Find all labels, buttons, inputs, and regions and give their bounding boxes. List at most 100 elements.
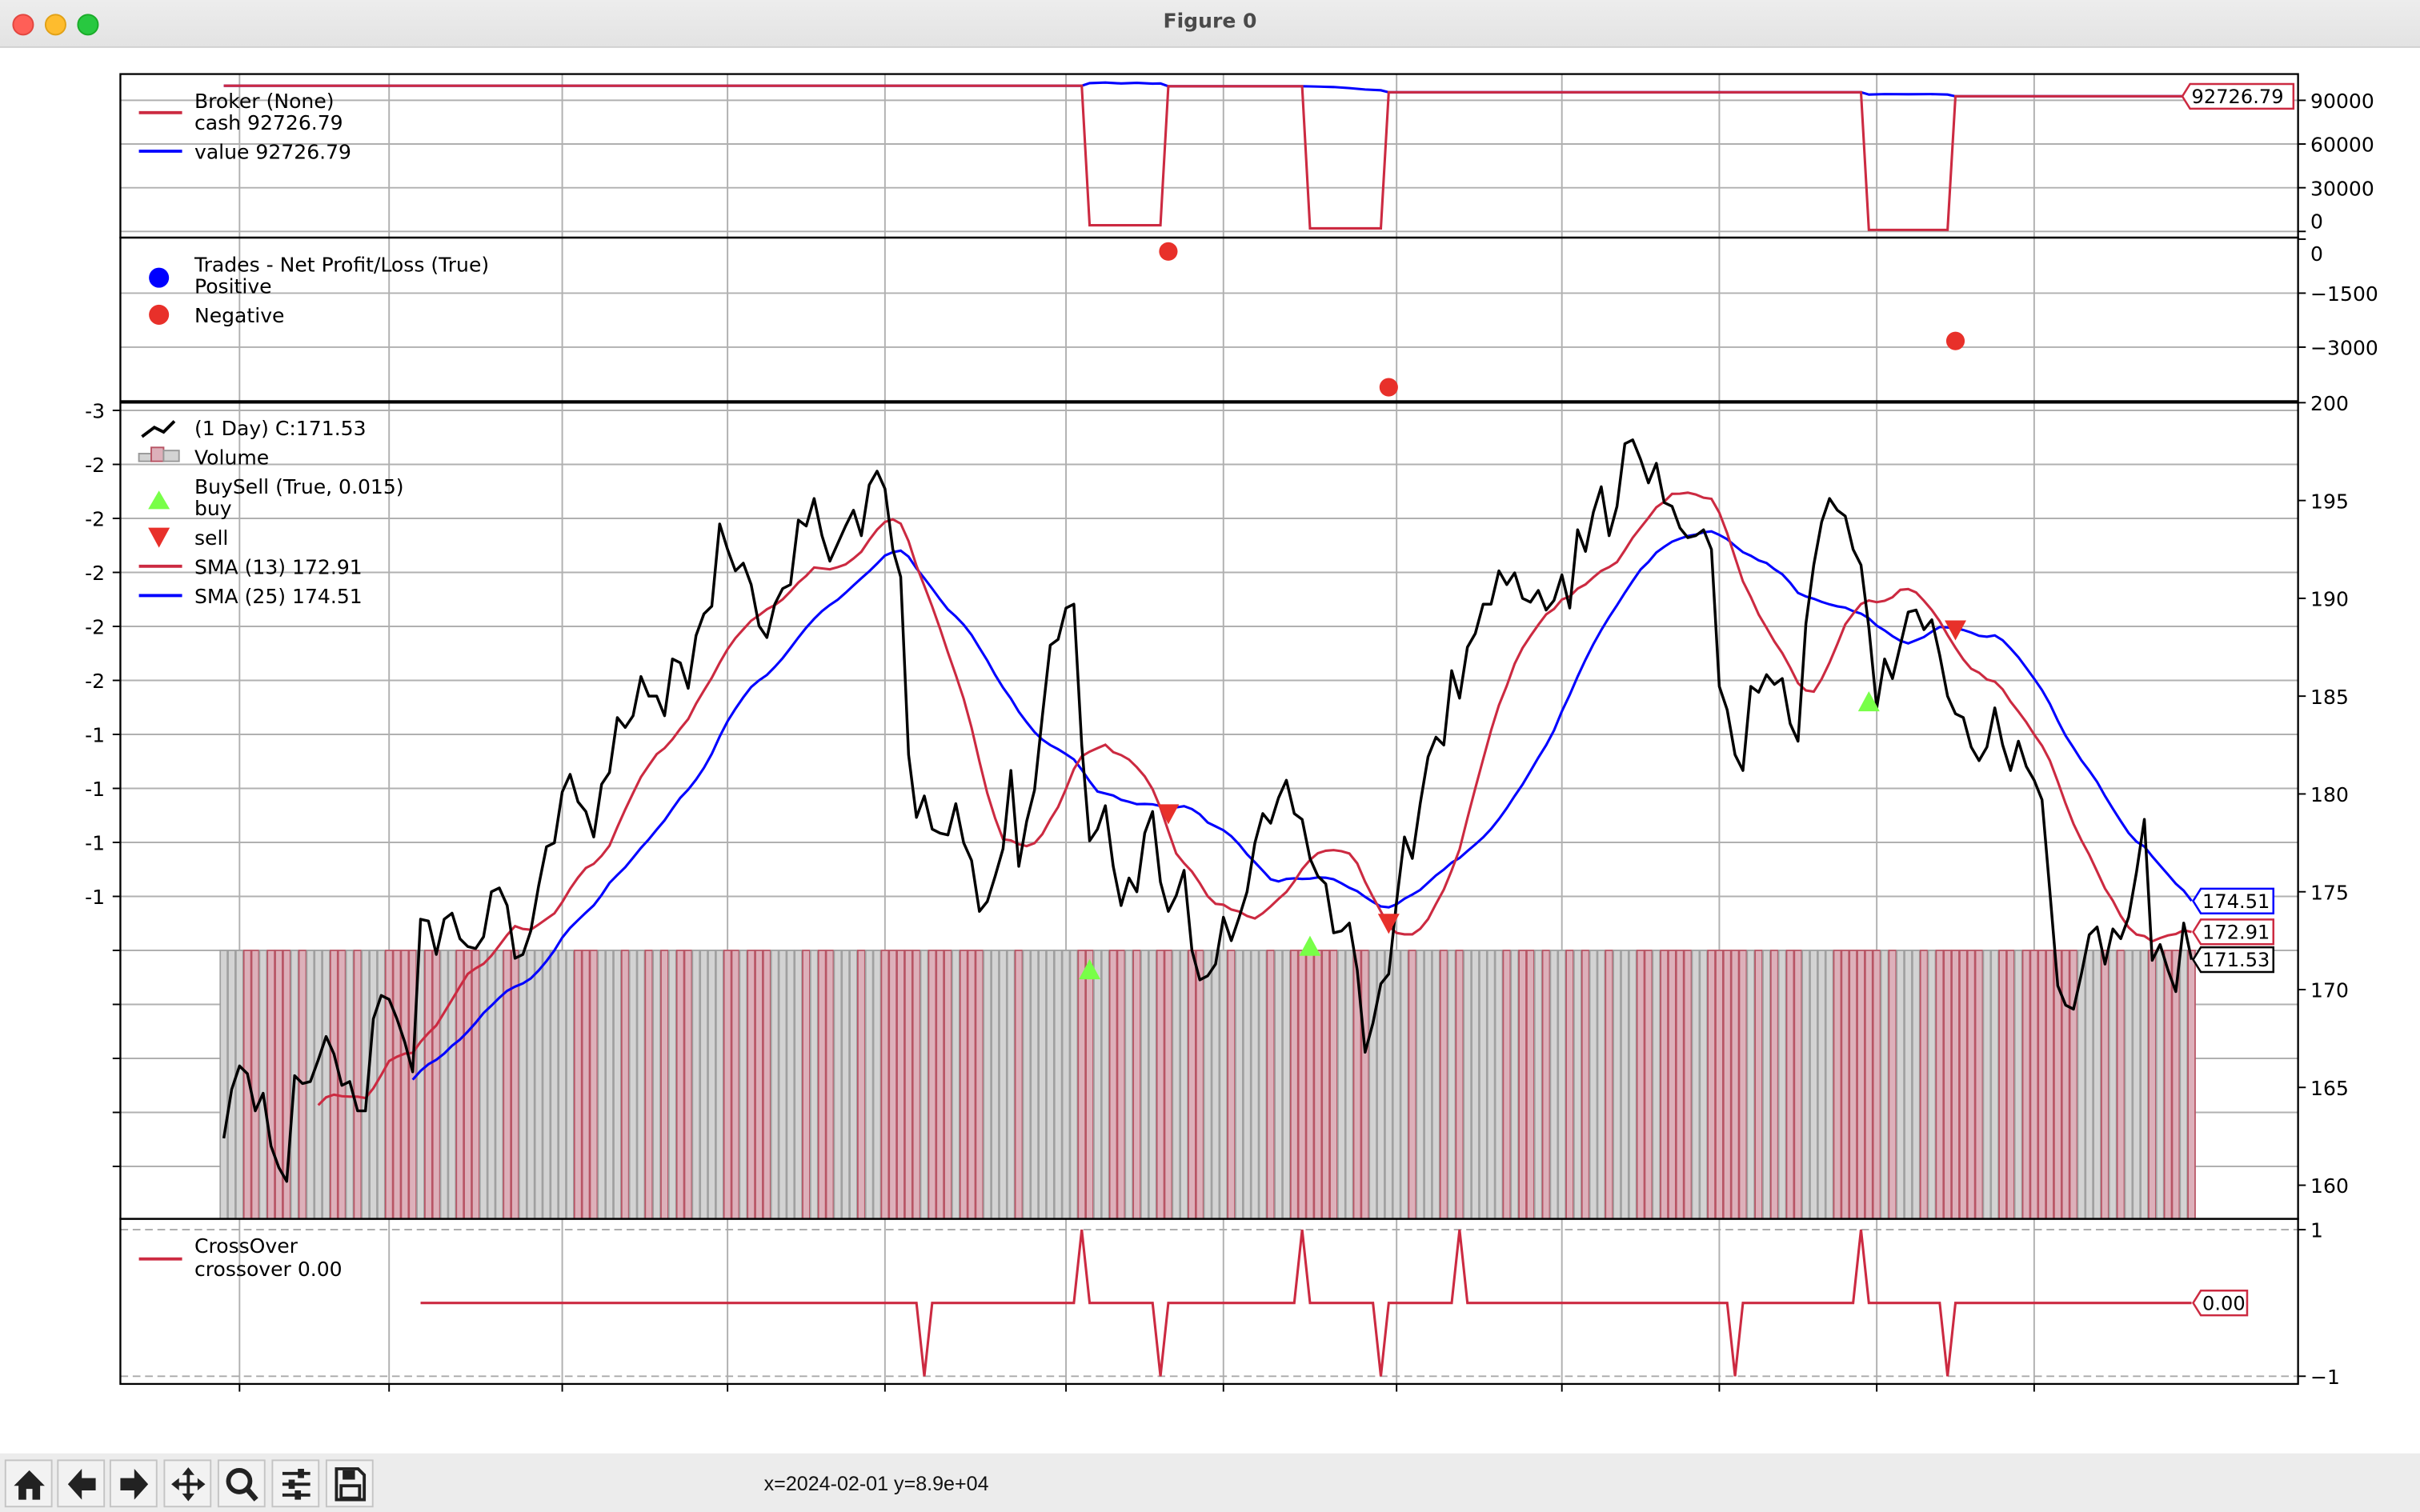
volume-bar xyxy=(723,950,732,1220)
volume-bar xyxy=(1912,950,1921,1220)
volume-bar xyxy=(322,950,331,1220)
volume-bar xyxy=(755,950,763,1220)
trade-negative-dot xyxy=(1159,242,1178,261)
volume-bar xyxy=(1644,950,1653,1220)
volume-bar xyxy=(258,950,268,1220)
buy-marker xyxy=(1079,959,1101,980)
volume-bar xyxy=(1400,950,1409,1220)
configure-subplots-button[interactable] xyxy=(271,1459,320,1508)
volume-y-tick-label: -2 xyxy=(85,616,105,639)
volume-bar xyxy=(2013,950,2023,1220)
volume-bar xyxy=(2163,950,2173,1220)
volume-bar xyxy=(1463,950,1472,1220)
volume-bar xyxy=(1628,950,1637,1220)
volume-bar xyxy=(1998,950,2007,1220)
volume-bar xyxy=(1282,950,1291,1220)
volume-bar xyxy=(1510,950,1520,1220)
crossover-y-tick-label: 1 xyxy=(2310,1219,2323,1242)
maximize-window-button[interactable] xyxy=(77,14,99,36)
volume-bar xyxy=(1258,950,1268,1220)
sell-marker xyxy=(1157,804,1180,825)
volume-bar xyxy=(1030,950,1040,1220)
minimize-window-button[interactable] xyxy=(44,14,66,36)
volume-bar xyxy=(1785,950,1795,1220)
volume-bar xyxy=(944,950,952,1220)
home-button[interactable] xyxy=(4,1459,53,1508)
volume-bar xyxy=(715,950,724,1220)
volume-bar xyxy=(1613,950,1621,1220)
volume-bar xyxy=(2069,950,2078,1220)
volume-bar xyxy=(1762,950,1771,1220)
volume-bar xyxy=(353,950,363,1220)
volume-bar xyxy=(794,950,803,1220)
volume-bar xyxy=(1919,950,1929,1220)
volume-bar xyxy=(786,950,795,1220)
volume-bar xyxy=(1408,950,1417,1220)
sma13-value-tag-label: 172.91 xyxy=(2202,922,2270,944)
volume-bar xyxy=(392,950,402,1220)
buy-marker xyxy=(1857,691,1880,712)
crossover-value-tag-label: 0.00 xyxy=(2202,1292,2246,1314)
legend-broker-title: Broker (None) xyxy=(194,90,335,113)
volume-bar xyxy=(487,950,496,1220)
volume-bar xyxy=(2101,950,2109,1220)
volume-bar xyxy=(1990,950,1999,1220)
zoom-button[interactable] xyxy=(217,1459,266,1508)
volume-bar xyxy=(1085,950,1094,1220)
volume-bar xyxy=(1219,950,1228,1220)
volume-bar xyxy=(1777,950,1787,1220)
pan-button[interactable] xyxy=(163,1459,212,1508)
price-y-tick-label: 200 xyxy=(2310,392,2349,415)
crossover-y-tick-label: −1 xyxy=(2310,1366,2340,1389)
broker-y-tick-label: 90000 xyxy=(2310,90,2374,113)
volume-bar xyxy=(1966,950,1976,1220)
volume-bar xyxy=(644,950,654,1220)
volume-bar xyxy=(1046,950,1055,1220)
back-button[interactable] xyxy=(57,1459,106,1508)
volume-bar xyxy=(589,950,599,1220)
volume-bar xyxy=(1455,950,1464,1220)
save-floppy-icon xyxy=(334,1466,366,1501)
volume-bar xyxy=(1069,950,1079,1220)
volume-bar xyxy=(1557,950,1567,1220)
save-button[interactable] xyxy=(325,1459,374,1508)
volume-bar xyxy=(896,950,905,1220)
volume-bar xyxy=(991,950,1000,1220)
volume-bar xyxy=(1061,950,1071,1220)
close-window-button[interactable] xyxy=(12,14,34,36)
volume-bar xyxy=(707,950,716,1220)
volume-bar xyxy=(763,950,771,1220)
cross-axes-frame xyxy=(119,1218,2299,1386)
price-y-tick-label: 190 xyxy=(2310,588,2349,611)
broker-y-tick-label: 60000 xyxy=(2310,134,2374,157)
volume-bar xyxy=(2187,950,2196,1220)
price-y-tick-label: 160 xyxy=(2310,1174,2349,1198)
volume-bar xyxy=(534,950,543,1220)
volume-bar xyxy=(1266,950,1276,1220)
volume-bar xyxy=(1203,950,1212,1220)
volume-bar xyxy=(999,950,1008,1220)
volume-bar xyxy=(1707,950,1716,1220)
legend-crossover-title: CrossOver xyxy=(194,1234,298,1258)
legend-data: (1 Day) C:171.53 xyxy=(194,417,367,440)
forward-button[interactable] xyxy=(109,1459,158,1508)
legend-volume-icon-gray xyxy=(162,450,180,462)
volume-bar xyxy=(1833,950,1842,1220)
volume-bar xyxy=(1660,950,1669,1220)
volume-bar xyxy=(1439,950,1448,1220)
volume-bar xyxy=(2108,950,2118,1220)
volume-bar xyxy=(1479,950,1488,1220)
volume-bar xyxy=(1022,950,1032,1220)
volume-bar xyxy=(1872,950,1881,1220)
volume-bar xyxy=(888,950,897,1220)
volume-bar xyxy=(1140,950,1149,1220)
volume-bar xyxy=(1329,950,1338,1220)
volume-bar xyxy=(857,950,866,1220)
volume-y-tick-label: -1 xyxy=(85,724,105,747)
crossover-line xyxy=(420,1229,2192,1377)
volume-bar xyxy=(1313,950,1323,1220)
volume-bar xyxy=(306,950,315,1220)
volume-bar xyxy=(975,950,984,1220)
